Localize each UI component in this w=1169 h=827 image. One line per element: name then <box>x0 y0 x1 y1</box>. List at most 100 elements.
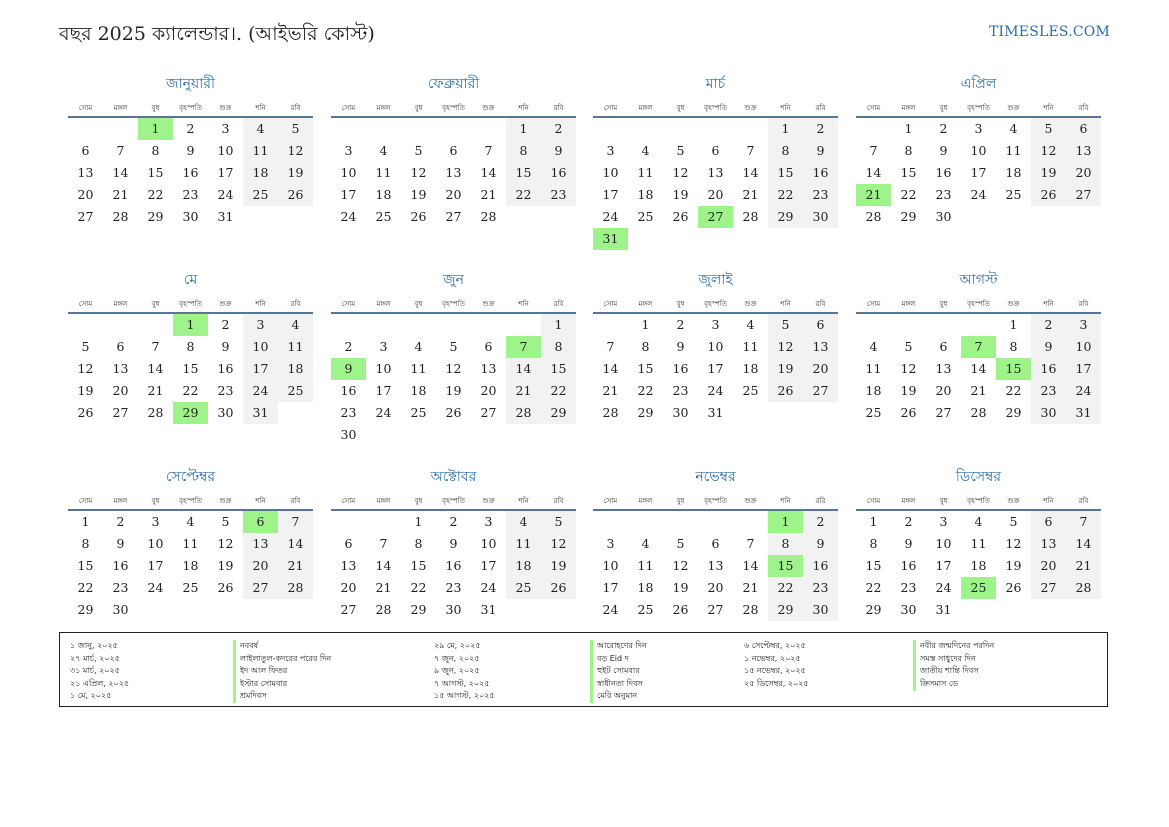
weekday-label: রবি <box>1078 497 1089 505</box>
day-cell: 3 <box>344 143 353 158</box>
holiday-day-cell: 6 <box>243 511 278 533</box>
day-cell: 9 <box>186 143 195 158</box>
day-cell: 7 <box>606 339 615 354</box>
weekday-label: মঙ্গল <box>638 300 653 308</box>
day-cell: 5 <box>676 536 685 551</box>
day-cell: 29 <box>637 405 654 420</box>
day-cell: 21 <box>375 580 392 595</box>
weekday-header: সোম মঙ্গল বুধ বৃহস্পতি শুক্র শনি রবি <box>593 493 838 511</box>
day-cell: 20 <box>480 383 497 398</box>
day-cell: 30 <box>900 602 917 617</box>
day-cell: 19 <box>445 383 462 398</box>
day-cell: 16 <box>445 558 462 573</box>
empty-cell <box>856 314 891 336</box>
day-cell: 18 <box>375 187 392 202</box>
day-cell: 19 <box>410 187 427 202</box>
day-cell: 29 <box>77 602 94 617</box>
day-cell: 15 <box>506 162 541 184</box>
day-cell: 25 <box>182 580 199 595</box>
day-cell: 22 <box>147 187 164 202</box>
day-cell: 7 <box>746 536 755 551</box>
weekday-header: সোম মঙ্গল বুধ বৃহস্পতি শুক্র শনি রবি <box>856 493 1101 511</box>
month-name: জানুয়ারী <box>166 76 215 92</box>
day-cell: 19 <box>672 580 689 595</box>
day-cell: 21 <box>112 187 129 202</box>
day-cell: 28 <box>970 405 987 420</box>
day-cell: 4 <box>641 536 650 551</box>
day-cell: 26 <box>900 405 917 420</box>
day-cell: 22 <box>865 580 882 595</box>
day-grid: 1 2 3 4 5 6 7 8 9 10 11 12 13 14 15 16 17 18 19 20 21 22 23 24 2… <box>856 314 1101 424</box>
weekday-header: সোম মঙ্গল বুধ বৃহস্পতি শুক্র শনি রবি <box>331 100 576 118</box>
day-cell: 15 <box>77 558 94 573</box>
day-cell: 25 <box>375 209 392 224</box>
day-cell: 27 <box>340 602 357 617</box>
day-cell: 3 <box>379 339 388 354</box>
day-cell: 18 <box>637 187 654 202</box>
day-cell: 13 <box>445 165 462 180</box>
day-cell: 20 <box>112 383 129 398</box>
empty-cell <box>471 118 506 140</box>
day-cell: 18 <box>506 555 541 577</box>
day-cell: 19 <box>1005 558 1022 573</box>
day-cell: 8 <box>506 140 541 162</box>
day-cell: 11 <box>637 165 654 180</box>
day-cell: 10 <box>970 143 987 158</box>
legend-holiday-name: লাইলাতুল-কদরের পরের দিন <box>233 652 331 666</box>
weekday-label: রবি <box>290 300 301 308</box>
empty-cell <box>593 118 628 140</box>
day-cell: 17 <box>707 361 724 376</box>
month-block: নভেম্বর সোম মঙ্গল বুধ বৃহস্পতি শুক্র শনি রবি 1 2 3… <box>593 467 838 621</box>
day-cell: 5 <box>278 118 313 140</box>
day-cell: 16 <box>541 162 576 184</box>
empty-cell <box>733 118 768 140</box>
day-cell: 12 <box>541 533 576 555</box>
weekday-label: বুধ <box>676 497 685 505</box>
day-cell: 14 <box>375 558 392 573</box>
day-cell: 6 <box>1031 511 1066 533</box>
empty-cell <box>366 314 401 336</box>
weekday-label: রবি <box>290 104 301 112</box>
day-cell: 12 <box>77 361 94 376</box>
day-cell: 27 <box>803 380 838 402</box>
day-cell: 6 <box>939 339 948 354</box>
weekday-label: রবি <box>553 300 564 308</box>
legend-date: ৯ জুন, ২০২৫ <box>434 666 480 675</box>
day-cell: 25 <box>410 405 427 420</box>
day-cell: 16 <box>112 558 129 573</box>
holiday-day-cell: 1 <box>173 314 208 336</box>
weekday-label: শনি <box>255 104 266 112</box>
day-cell: 29 <box>541 402 576 424</box>
empty-cell <box>68 118 103 140</box>
day-cell: 25 <box>742 383 759 398</box>
month-name: ফেব্রুয়ারী <box>427 76 480 92</box>
weekday-label: বৃহস্পতি <box>442 497 465 505</box>
day-cell: 11 <box>970 536 987 551</box>
month-name: জুলাই <box>698 272 733 288</box>
day-grid: 1 2 3 4 5 6 7 8 9 10 11 12 13 14 15 16 17 18 19 20 21 22 23 24 2… <box>331 511 576 621</box>
weekday-label: রবি <box>290 497 301 505</box>
day-cell: 1 <box>506 118 541 140</box>
empty-cell <box>628 118 663 140</box>
site-link[interactable]: TIMESLES.COM <box>989 24 1110 40</box>
weekday-label: বৃহস্পতি <box>704 497 727 505</box>
day-cell: 24 <box>243 380 278 402</box>
day-cell: 19 <box>77 383 94 398</box>
weekday-label: মঙ্গল <box>901 300 916 308</box>
day-cell: 26 <box>768 380 803 402</box>
weekday-label: বৃহস্পতি <box>704 104 727 112</box>
day-cell: 26 <box>77 405 94 420</box>
day-cell: 13 <box>480 361 497 376</box>
day-cell: 16 <box>672 361 689 376</box>
day-cell: 14 <box>1066 533 1101 555</box>
weekday-label: বুধ <box>414 300 423 308</box>
day-cell: 26 <box>1005 580 1022 595</box>
weekday-label: বুধ <box>939 497 948 505</box>
day-cell: 11 <box>637 558 654 573</box>
day-cell: 23 <box>445 580 462 595</box>
legend-date: ৭ আগস্ট, ২০২৫ <box>434 678 490 688</box>
weekday-label: শুক্র <box>482 497 495 505</box>
legend-holiday-name: হুইট সোমবার <box>590 665 640 678</box>
month-block: জুলাই সোম মঙ্গল বুধ বৃহস্পতি শুক্র শনি রবি 1 2 3 4 5… <box>593 270 838 424</box>
day-cell: 18 <box>182 558 199 573</box>
